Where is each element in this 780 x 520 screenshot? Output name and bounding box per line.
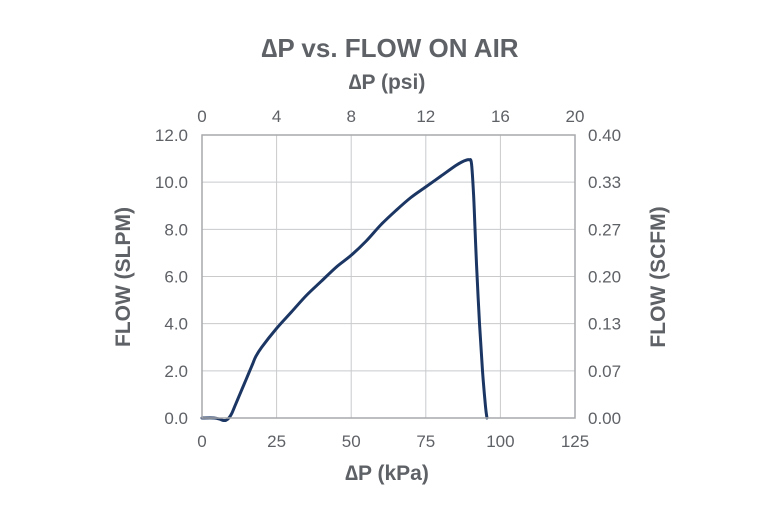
x-bottom-tick-label: 75 <box>416 432 435 451</box>
x-top-tick-label: 20 <box>566 107 585 126</box>
x-bottom-tick-label: 100 <box>486 432 514 451</box>
y-right-tick-label: 0.40 <box>588 126 621 145</box>
x-top-tick-label: 0 <box>197 107 206 126</box>
x-top-axis-title: ∆P (psi) <box>349 71 426 94</box>
y-left-tick-label: 2.0 <box>164 362 188 381</box>
x-top-tick-label: 4 <box>272 107 281 126</box>
y-left-tick-label: 6.0 <box>164 268 188 287</box>
y-right-tick-label: 0.33 <box>588 173 621 192</box>
chart-title: ∆P vs. FLOW ON AIR <box>261 33 518 63</box>
x-top-tick-label: 16 <box>491 107 510 126</box>
x-bottom-tick-label: 25 <box>267 432 286 451</box>
y-left-tick-label: 10.0 <box>155 173 188 192</box>
x-bottom-tick-label: 125 <box>561 432 589 451</box>
y-right-tick-label: 0.20 <box>588 268 621 287</box>
x-top-tick-label: 8 <box>346 107 355 126</box>
x-top-tick-label: 12 <box>416 107 435 126</box>
y-left-tick-label: 4.0 <box>164 315 188 334</box>
y-left-tick-label: 8.0 <box>164 220 188 239</box>
y-right-tick-label: 0.27 <box>588 220 621 239</box>
plot-border <box>201 134 576 419</box>
x-bottom-tick-label: 50 <box>342 432 361 451</box>
grid <box>202 135 575 418</box>
y-left-axis-title: FLOW (SLPM) <box>112 207 135 347</box>
x-bottom-tick-label: 0 <box>197 432 206 451</box>
plot-frame <box>201 134 576 419</box>
y-right-tick-label: 0.13 <box>588 315 621 334</box>
series-layer <box>200 158 489 423</box>
y-left-tick-label: 0.0 <box>164 409 188 428</box>
y-right-axis-title: FLOW (SCFM) <box>647 206 670 347</box>
y-left-tick-label: 12.0 <box>155 126 188 145</box>
series-line <box>200 158 489 423</box>
x-bottom-axis-title: ∆P (kPa) <box>345 462 429 485</box>
y-right-tick-label: 0.07 <box>588 362 621 381</box>
tick-labels: 0 25 50 75 100 125 0 4 8 12 16 20 0.0 2.0 4.0 6.0 8.0 10.… <box>155 107 621 451</box>
y-right-tick-label: 0.00 <box>588 409 621 428</box>
